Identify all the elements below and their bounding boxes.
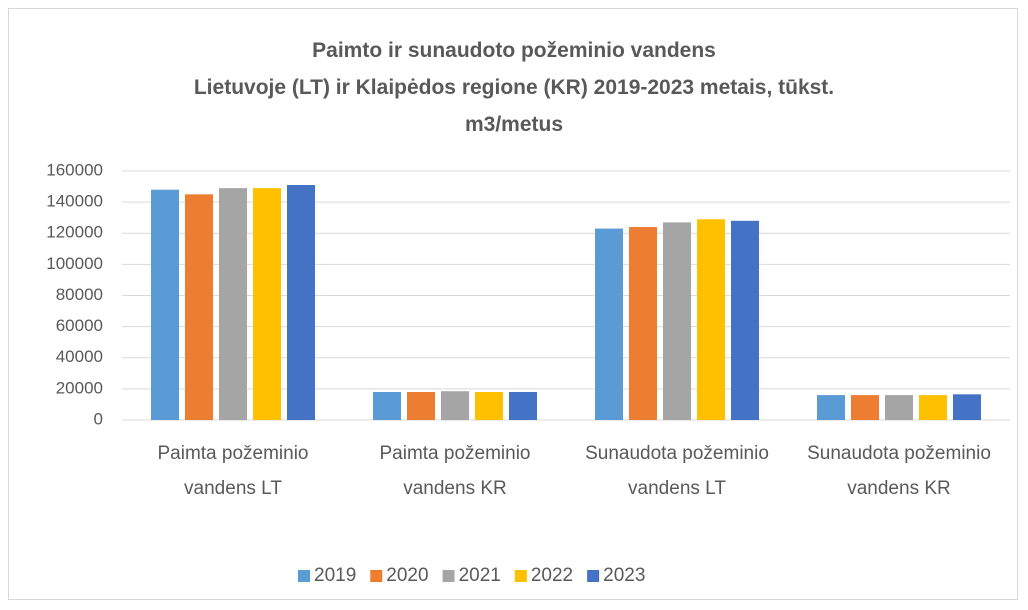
chart-title: Paimto ir sunaudoto požeminio vandens Li… [193, 39, 835, 136]
legend-label: 2019 [314, 565, 356, 586]
legend-label: 2020 [386, 565, 428, 586]
legend-label: 2021 [459, 565, 501, 586]
y-tick-label: 120000 [46, 223, 103, 242]
x-tick-label: Paimta požeminio vandens KR [379, 443, 531, 499]
bar [851, 395, 879, 420]
bar [629, 227, 657, 420]
y-tick-label: 20000 [56, 378, 103, 397]
bar [953, 394, 981, 420]
y-tick-label: 160000 [46, 160, 103, 179]
bar [475, 391, 503, 420]
y-tick-label: 40000 [56, 347, 103, 366]
legend-swatch [442, 570, 455, 582]
bar [595, 228, 623, 420]
legend-swatch [514, 570, 527, 582]
bar [253, 188, 281, 420]
bar [885, 395, 913, 420]
legend-label: 2022 [531, 565, 573, 586]
legend-swatch [370, 570, 383, 582]
bar [151, 189, 179, 420]
bar [185, 194, 213, 420]
bar [287, 185, 315, 420]
bar [219, 188, 247, 420]
bar [731, 220, 759, 420]
legend-label: 2023 [603, 565, 645, 586]
bar [697, 219, 725, 420]
bar [509, 391, 537, 420]
y-tick-label: 80000 [56, 285, 103, 304]
bar [817, 395, 845, 420]
bar [407, 391, 435, 420]
y-tick-label: 100000 [46, 254, 103, 273]
bar [373, 391, 401, 420]
legend-swatch [587, 570, 600, 582]
bar [441, 391, 469, 420]
legend-swatch [298, 570, 310, 582]
y-tick-label: 140000 [46, 192, 103, 211]
x-tick-label: Sunaudota požeminio vandens KR [807, 443, 991, 499]
bar [663, 222, 691, 420]
y-tick-label: 0 [94, 409, 103, 428]
chart-frame [8, 8, 1018, 600]
bar [919, 395, 947, 420]
x-tick-label: Sunaudota požeminio vandens LT [585, 443, 769, 499]
y-tick-label: 60000 [56, 316, 103, 335]
x-tick-label: Paimta požeminio vandens LT [157, 443, 309, 499]
